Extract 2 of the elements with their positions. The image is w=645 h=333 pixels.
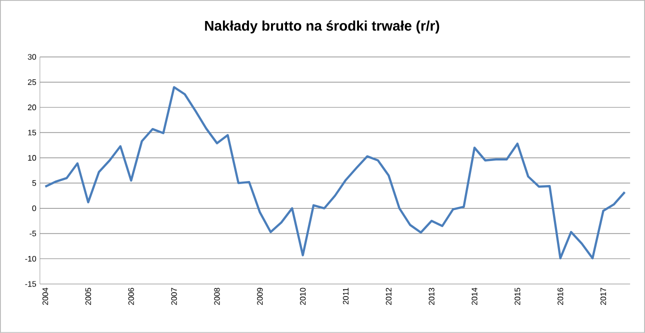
line-series [44,86,626,260]
chart-title: Nakłady brutto na środki trwałe (r/r) [205,20,440,34]
